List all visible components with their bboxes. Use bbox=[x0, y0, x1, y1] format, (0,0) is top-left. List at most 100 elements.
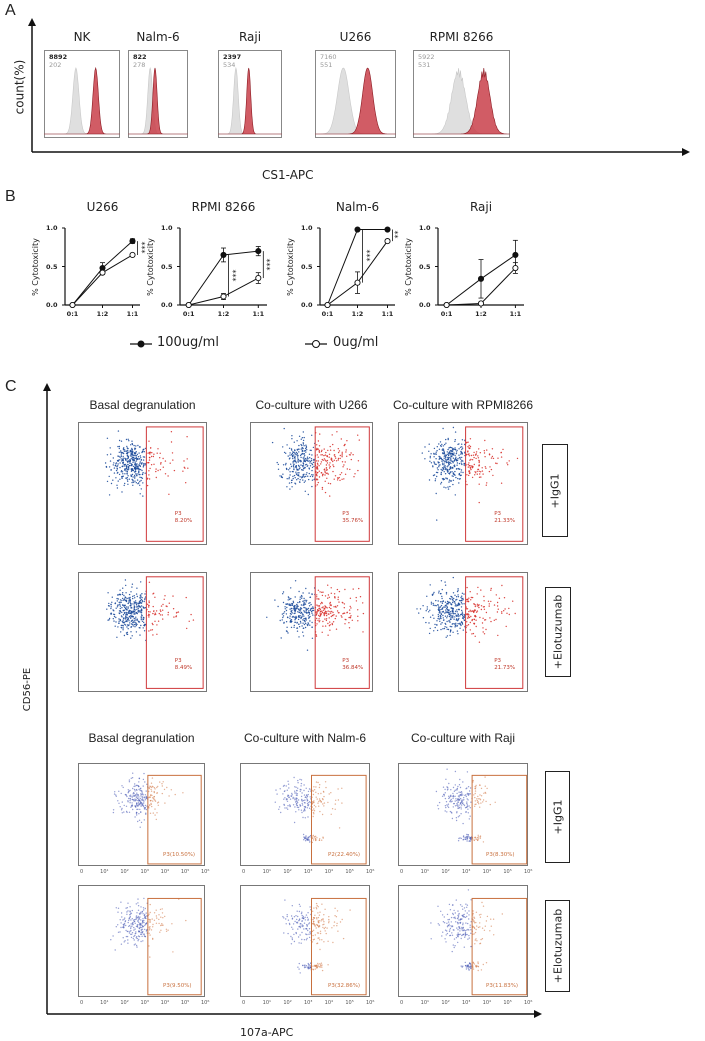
event-dot bbox=[118, 459, 120, 461]
event-dot bbox=[290, 479, 293, 482]
event-dot bbox=[141, 469, 143, 472]
event-dot bbox=[457, 477, 459, 480]
event-dot bbox=[308, 922, 311, 924]
event-dot bbox=[449, 621, 451, 623]
event-dot bbox=[508, 460, 510, 462]
event-dot bbox=[449, 466, 452, 468]
event-dot bbox=[342, 613, 344, 615]
event-dot bbox=[140, 940, 142, 943]
event-dot bbox=[472, 912, 474, 915]
event-dot bbox=[315, 634, 317, 636]
dot-plot-events bbox=[104, 426, 204, 542]
event-dot bbox=[161, 908, 163, 910]
event-dot bbox=[454, 454, 456, 457]
event-dot bbox=[497, 634, 499, 637]
event-dot bbox=[129, 612, 131, 614]
event-dot bbox=[135, 796, 138, 798]
event-dot bbox=[453, 938, 456, 940]
event-dot bbox=[468, 453, 470, 455]
event-dot bbox=[456, 625, 459, 627]
event-dot bbox=[319, 784, 321, 786]
event-dot bbox=[343, 478, 345, 480]
panel-label-b: B bbox=[5, 188, 16, 205]
event-dot bbox=[315, 791, 317, 793]
event-dot bbox=[452, 631, 454, 633]
event-dot bbox=[129, 610, 132, 612]
event-dot bbox=[297, 966, 299, 968]
event-dot bbox=[434, 478, 437, 480]
event-dot bbox=[327, 449, 329, 452]
event-dot bbox=[282, 593, 284, 595]
event-dot bbox=[117, 924, 119, 926]
event-dot bbox=[508, 613, 510, 616]
event-dot bbox=[110, 606, 112, 608]
event-dot bbox=[457, 910, 459, 912]
event-dot bbox=[490, 587, 492, 590]
event-dot bbox=[326, 477, 328, 479]
event-dot bbox=[142, 448, 145, 451]
event-dot bbox=[338, 476, 340, 479]
chart-y-axis-label: % Cytotoxicity bbox=[31, 237, 40, 296]
event-dot bbox=[290, 943, 293, 945]
event-dot bbox=[311, 609, 313, 612]
event-dot bbox=[158, 918, 160, 921]
event-dot bbox=[120, 626, 122, 629]
event-dot bbox=[128, 795, 131, 797]
flow-plot-title: Co-culture with RPMI8266 bbox=[392, 398, 534, 412]
event-dot bbox=[122, 461, 125, 464]
event-dot bbox=[332, 611, 334, 614]
event-dot bbox=[139, 465, 141, 468]
event-dot bbox=[140, 805, 142, 807]
event-dot bbox=[447, 628, 450, 631]
event-dot bbox=[312, 929, 315, 931]
cs1-event-count: 2397 bbox=[223, 53, 242, 61]
event-dot bbox=[473, 794, 475, 796]
event-dot bbox=[287, 808, 289, 810]
event-dot bbox=[335, 460, 338, 462]
event-dot bbox=[129, 797, 131, 800]
event-dot bbox=[443, 606, 445, 608]
event-dot bbox=[322, 918, 324, 920]
event-dot bbox=[133, 929, 135, 931]
event-dot bbox=[446, 617, 448, 619]
event-dot bbox=[341, 478, 343, 480]
event-dot bbox=[315, 468, 318, 470]
event-dot bbox=[465, 968, 468, 970]
x-tick-label: 10¹ bbox=[100, 1000, 109, 1006]
event-dot bbox=[287, 805, 289, 807]
event-dot bbox=[140, 619, 142, 621]
event-dot bbox=[127, 602, 129, 605]
event-dot bbox=[457, 798, 460, 800]
event-dot bbox=[282, 473, 284, 475]
event-dot bbox=[453, 448, 455, 450]
event-dot bbox=[329, 602, 331, 604]
event-dot bbox=[133, 444, 135, 447]
event-dot bbox=[323, 454, 325, 457]
event-dot bbox=[153, 787, 156, 789]
event-dot bbox=[120, 455, 122, 458]
flow-plot-title: Basal degranulation bbox=[89, 398, 196, 412]
event-dot bbox=[143, 451, 145, 453]
event-dot bbox=[124, 599, 127, 601]
event-dot bbox=[281, 619, 283, 621]
event-dot bbox=[441, 469, 443, 472]
event-dot bbox=[122, 919, 124, 921]
event-dot bbox=[286, 486, 288, 488]
event-dot bbox=[449, 810, 452, 813]
event-dot bbox=[349, 612, 351, 615]
event-dot bbox=[468, 805, 470, 807]
event-dot bbox=[286, 603, 289, 605]
event-dot bbox=[439, 617, 442, 619]
x-tick-label: 0:1 bbox=[66, 310, 79, 318]
event-dot bbox=[161, 923, 163, 925]
event-dot bbox=[122, 629, 124, 631]
event-dot bbox=[137, 607, 139, 610]
histogram-curves bbox=[44, 66, 120, 135]
chart-title: RPMI 8266 bbox=[191, 200, 256, 214]
event-dot bbox=[117, 594, 119, 596]
event-dot bbox=[318, 465, 320, 467]
event-dot bbox=[463, 803, 465, 806]
event-dot bbox=[463, 946, 465, 948]
event-dot bbox=[475, 921, 477, 924]
event-dot bbox=[143, 600, 145, 603]
